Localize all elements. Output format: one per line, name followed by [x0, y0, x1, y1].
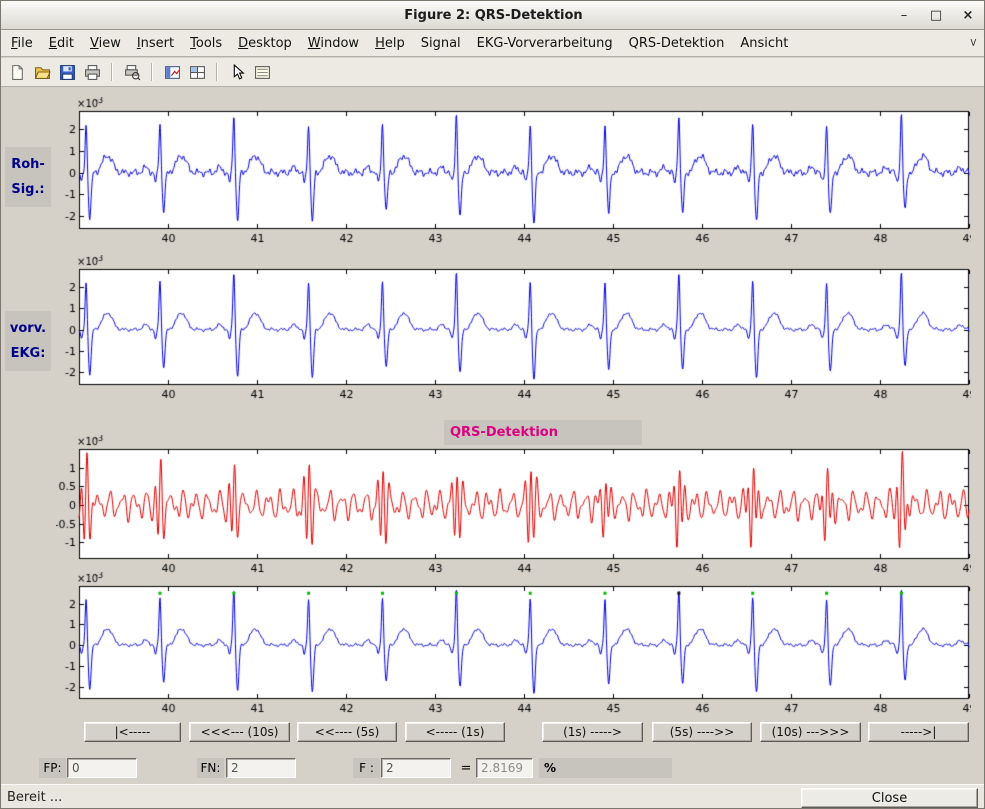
qrs-detection-plot — [56, 435, 971, 577]
close-icon[interactable]: × — [962, 7, 974, 23]
menu-file[interactable]: File — [11, 35, 33, 51]
print-preview-icon[interactable] — [122, 62, 142, 82]
back-1s-button[interactable]: <----- (1s) — [405, 722, 505, 742]
toolbar-separator — [111, 63, 113, 81]
preprocessed-ecg-plot — [56, 255, 971, 403]
result-input[interactable] — [476, 758, 533, 778]
forward-5s-button[interactable]: (5s) ---->> — [652, 722, 752, 742]
preprocessed-signal-label-line2: EKG: — [10, 346, 46, 361]
raw-ecg-plot — [56, 97, 971, 247]
plot-tools-icon[interactable] — [162, 62, 182, 82]
statusbar: Bereit ... Close — [1, 784, 984, 808]
menu-desktop[interactable]: Desktop — [238, 35, 292, 51]
titlebar[interactable]: Figure 2: QRS-Detektion – □ × — [1, 1, 984, 30]
open-folder-icon[interactable] — [32, 62, 52, 82]
back-5s-button[interactable]: <<---- (5s) — [297, 722, 397, 742]
equals-sign: = — [460, 760, 472, 776]
maximize-icon[interactable]: □ — [929, 7, 943, 23]
fp-input[interactable] — [67, 758, 137, 778]
toolbar-separator — [151, 63, 153, 81]
status-text: Bereit ... — [7, 790, 63, 805]
menu-insert[interactable]: Insert — [136, 35, 175, 51]
f-label: F : — [353, 758, 380, 778]
menubar: File Edit View Insert Tools Desktop Wind… — [1, 30, 984, 57]
menu-ansicht[interactable]: Ansicht — [740, 35, 789, 51]
fp-label: FP: — [39, 758, 66, 778]
menu-signal[interactable]: Signal — [420, 35, 461, 51]
seek-start-button[interactable]: |<----- — [84, 722, 181, 742]
subplot-grid-icon[interactable] — [187, 62, 207, 82]
forward-10s-button[interactable]: (10s) --->>> — [760, 722, 861, 742]
percent-label: % — [539, 758, 672, 778]
raw-signal-label-line1: Roh- — [11, 157, 45, 172]
menu-ekg-vorverarbeitung[interactable]: EKG-Vorverarbeitung — [476, 35, 613, 51]
figure-toolbar — [1, 58, 984, 87]
toolbar-separator — [216, 63, 218, 81]
fn-label: FN: — [197, 758, 224, 778]
fn-input[interactable] — [226, 758, 296, 778]
seek-end-button[interactable]: ----->| — [868, 722, 969, 742]
property-editor-icon[interactable] — [252, 62, 272, 82]
menu-help[interactable]: Help — [375, 35, 405, 51]
print-icon[interactable] — [82, 62, 102, 82]
menu-window[interactable]: Window — [307, 35, 360, 51]
preprocessed-signal-label-line1: vorv. — [9, 321, 47, 336]
window-controls: – □ × — [896, 1, 976, 29]
forward-1s-button[interactable]: (1s) -----> — [542, 722, 643, 742]
menu-view[interactable]: View — [89, 35, 121, 51]
raw-signal-label-line2: Sig.: — [11, 182, 45, 197]
pointer-icon[interactable] — [227, 62, 247, 82]
close-button[interactable]: Close — [801, 788, 978, 808]
menu-qrs-detektion[interactable]: QRS-Detektion — [628, 35, 725, 51]
menu-tools[interactable]: Tools — [190, 35, 223, 51]
window-title: Figure 2: QRS-Detektion — [404, 7, 583, 23]
preprocessed-signal-label: vorv. EKG: — [5, 311, 51, 371]
raw-signal-label: Roh- Sig.: — [5, 147, 51, 207]
f-input[interactable] — [381, 758, 451, 778]
save-icon[interactable] — [57, 62, 77, 82]
back-10s-button[interactable]: <<<--- (10s) — [189, 722, 290, 742]
menu-edit[interactable]: Edit — [48, 35, 74, 51]
minimize-icon[interactable]: – — [900, 7, 908, 23]
menu-overflow-icon[interactable]: > — [966, 37, 980, 48]
new-document-icon[interactable] — [7, 62, 27, 82]
annotated-ecg-plot — [56, 572, 971, 717]
